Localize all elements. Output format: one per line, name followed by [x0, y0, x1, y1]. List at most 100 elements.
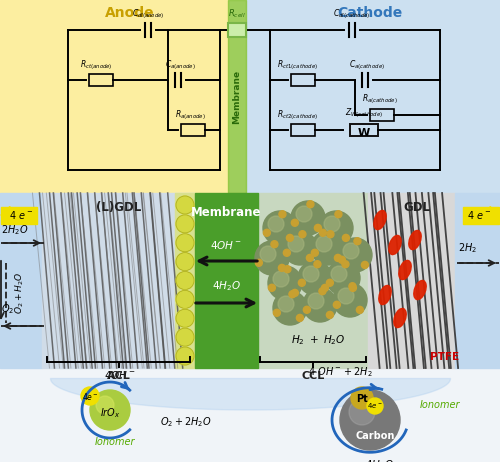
- Bar: [258, 193, 368, 368]
- Text: $Z_{W(cathode)}$: $Z_{W(cathode)}$: [345, 106, 383, 120]
- Circle shape: [308, 293, 324, 309]
- Circle shape: [273, 271, 289, 287]
- Circle shape: [278, 296, 294, 312]
- Bar: [181, 124, 205, 136]
- Polygon shape: [490, 207, 499, 224]
- Bar: [195, 193, 258, 368]
- Text: Carbon: Carbon: [356, 431, 395, 441]
- Bar: [463, 207, 499, 224]
- Circle shape: [320, 229, 326, 236]
- Circle shape: [176, 196, 194, 214]
- Circle shape: [268, 266, 302, 300]
- Text: $4e^-$: $4e^-$: [367, 401, 383, 411]
- Text: Pt: Pt: [356, 394, 368, 404]
- Bar: [291, 74, 315, 86]
- Circle shape: [176, 309, 194, 327]
- Circle shape: [176, 234, 194, 252]
- Circle shape: [296, 315, 304, 322]
- Bar: [228, 0, 246, 193]
- Circle shape: [312, 249, 318, 256]
- Circle shape: [284, 266, 291, 273]
- Text: $IrO_x$: $IrO_x$: [100, 406, 120, 420]
- Text: Cathode: Cathode: [338, 6, 402, 20]
- Circle shape: [349, 399, 375, 425]
- Circle shape: [343, 243, 359, 259]
- Text: $4\ e^-$: $4\ e^-$: [9, 209, 33, 221]
- Circle shape: [90, 390, 130, 430]
- Circle shape: [278, 264, 285, 271]
- Circle shape: [273, 291, 307, 325]
- Bar: [0, 0, 228, 193]
- Bar: [228, 23, 246, 37]
- Bar: [246, 0, 500, 193]
- Text: $O_2 + H_2O$: $O_2 + H_2O$: [14, 272, 26, 314]
- Text: $R_{ct1(cathode)}$: $R_{ct1(cathode)}$: [278, 58, 318, 72]
- Text: $R_{ct2(cathode)}$: $R_{ct2(cathode)}$: [278, 108, 318, 122]
- Bar: [455, 193, 500, 368]
- Circle shape: [350, 285, 356, 292]
- Circle shape: [176, 272, 194, 290]
- Circle shape: [256, 259, 262, 266]
- Text: Membrane: Membrane: [191, 207, 262, 219]
- Text: Anode: Anode: [105, 6, 155, 20]
- Circle shape: [314, 261, 321, 267]
- Bar: [42, 193, 195, 368]
- Circle shape: [81, 387, 99, 405]
- Bar: [350, 124, 378, 136]
- Circle shape: [304, 306, 310, 313]
- Text: CCL: CCL: [302, 371, 324, 381]
- Circle shape: [176, 215, 194, 233]
- Text: $R_{ct(anode)}$: $R_{ct(anode)}$: [80, 58, 112, 72]
- Text: $C_{dl(cathode)}$: $C_{dl(cathode)}$: [333, 7, 371, 21]
- Circle shape: [324, 216, 340, 232]
- Circle shape: [334, 301, 340, 308]
- Text: $4OH^-$: $4OH^-$: [104, 369, 136, 381]
- Circle shape: [291, 201, 325, 235]
- Text: $4H_2O$: $4H_2O$: [212, 279, 241, 293]
- Text: $R_{a(cathode)}$: $R_{a(cathode)}$: [362, 92, 398, 106]
- Text: $\mathbf{W}$: $\mathbf{W}$: [357, 126, 371, 138]
- Circle shape: [342, 234, 349, 242]
- Ellipse shape: [389, 236, 401, 255]
- Text: $O_2 + 2H_2O$: $O_2 + 2H_2O$: [160, 415, 212, 429]
- Circle shape: [306, 255, 314, 261]
- Text: (L)GDL: (L)GDL: [96, 201, 141, 214]
- Bar: [0, 368, 500, 462]
- Circle shape: [340, 390, 400, 450]
- Text: $4e^-$: $4e^-$: [82, 390, 98, 401]
- Circle shape: [255, 241, 289, 275]
- Circle shape: [260, 246, 276, 262]
- Bar: [370, 109, 394, 121]
- Bar: [89, 74, 113, 86]
- Text: $O_2$: $O_2$: [1, 302, 14, 316]
- Circle shape: [298, 280, 306, 286]
- Circle shape: [274, 309, 280, 316]
- Circle shape: [349, 283, 356, 290]
- Text: $4\ OH^- + 2H_2$: $4\ OH^- + 2H_2$: [308, 365, 372, 379]
- Circle shape: [292, 289, 298, 297]
- Bar: [368, 193, 455, 368]
- Circle shape: [338, 288, 354, 304]
- Text: PTFE: PTFE: [430, 352, 460, 362]
- Circle shape: [351, 387, 373, 409]
- Circle shape: [316, 236, 332, 252]
- Text: Membrane: Membrane: [232, 69, 241, 123]
- Circle shape: [298, 261, 332, 295]
- Circle shape: [289, 291, 296, 298]
- Circle shape: [176, 253, 194, 271]
- Text: Ionomer: Ionomer: [420, 400, 460, 410]
- Ellipse shape: [394, 309, 406, 328]
- Circle shape: [319, 211, 353, 245]
- Ellipse shape: [409, 231, 421, 249]
- Ellipse shape: [399, 261, 411, 280]
- Text: $R_{cell}$: $R_{cell}$: [228, 7, 246, 20]
- Ellipse shape: [374, 210, 386, 230]
- Circle shape: [335, 211, 342, 218]
- Text: $4H_2O$: $4H_2O$: [366, 458, 394, 462]
- Bar: [175, 193, 195, 368]
- Text: $4\ e^-$: $4\ e^-$: [467, 209, 491, 221]
- Text: Ionomer: Ionomer: [95, 437, 135, 447]
- Circle shape: [319, 288, 326, 295]
- Circle shape: [322, 285, 328, 292]
- Circle shape: [268, 216, 284, 232]
